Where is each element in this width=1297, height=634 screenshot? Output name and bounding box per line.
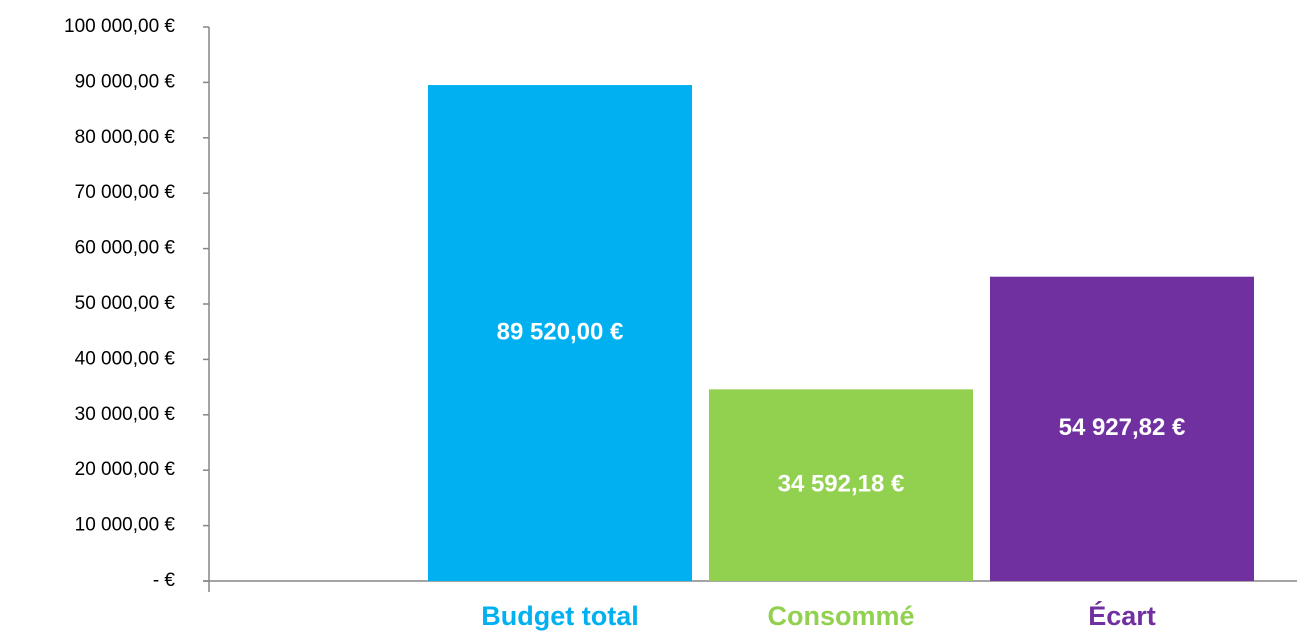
x-tick-label: Budget total	[481, 601, 638, 631]
y-tick-label: 70 000,00 €	[75, 182, 176, 203]
y-tick-label: 20 000,00 €	[75, 459, 176, 480]
value-label: 34 592,18 €	[778, 471, 905, 498]
y-tick-label: - €	[153, 570, 176, 591]
bar	[990, 276, 1254, 581]
y-tick-label: 50 000,00 €	[75, 293, 176, 314]
bar	[709, 389, 973, 581]
y-tick-label: 40 000,00 €	[75, 348, 176, 369]
bar	[428, 85, 692, 581]
y-tick-label: 30 000,00 €	[75, 404, 176, 425]
y-tick-label: 10 000,00 €	[75, 515, 176, 536]
y-tick-label: 90 000,00 €	[75, 71, 176, 92]
x-tick-label: Écart	[1088, 600, 1156, 631]
value-label: 89 520,00 €	[497, 318, 624, 345]
y-tick-label: 100 000,00 €	[64, 16, 175, 37]
y-tick-label: 60 000,00 €	[75, 238, 176, 259]
y-tick-label: 80 000,00 €	[75, 127, 176, 148]
value-label: 54 927,82 €	[1059, 414, 1186, 441]
x-tick-label: Consommé	[767, 601, 914, 631]
